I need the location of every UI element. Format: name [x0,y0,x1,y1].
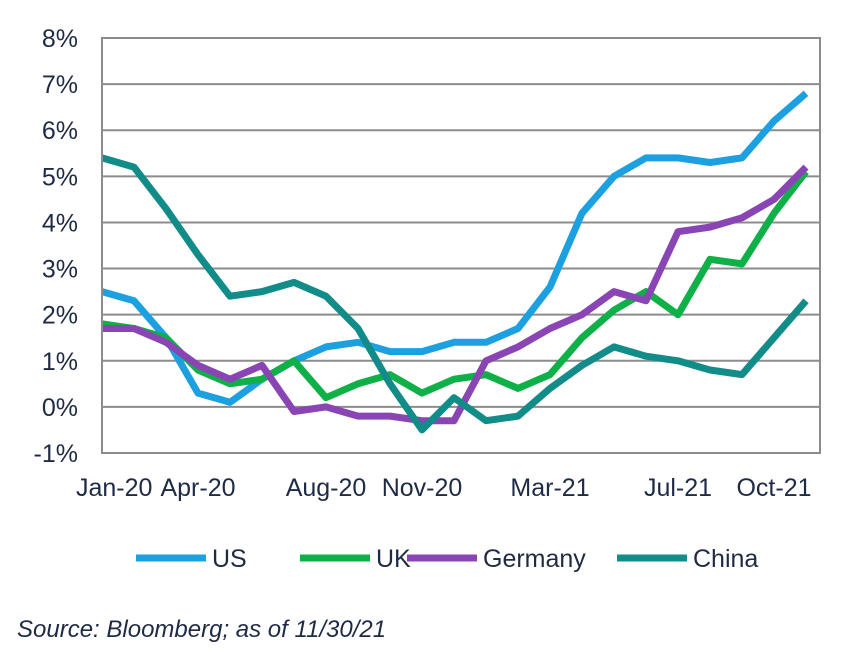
x-tick-label: Oct-21 [736,474,811,502]
y-tick-label: 8% [42,25,78,53]
series-line-us [101,90,809,406]
series-lines [101,90,809,434]
legend-label-germany: Germany [483,545,586,573]
legend: US UK Germany China [136,545,758,573]
y-tick-label: -1% [34,440,78,468]
source-note: Source: Bloomberg; as of 11/30/21 [17,616,387,643]
legend-label-uk: UK [376,545,411,573]
y-tick-label: 5% [42,163,78,191]
grid-lines [102,37,820,454]
series-line-china [101,154,809,434]
y-tick-label: 0% [42,394,78,422]
line-chart: -1% 0% 1% 2% 3% 4% 5% 6% 7% 8% Jan-20 Apr-20 Aug-20… [34,25,821,573]
legend-label-us: US [212,545,247,573]
x-tick-label: Nov-20 [382,474,463,502]
x-tick-label: Apr-20 [160,474,235,502]
y-tick-label: 4% [42,209,78,237]
plot-area-frame [101,37,821,454]
y-tick-label: 6% [42,117,78,145]
x-tick-label: Jul-21 [644,474,712,502]
y-tick-label: 2% [42,302,78,330]
y-axis-tick-labels: -1% 0% 1% 2% 3% 4% 5% 6% 7% 8% [34,25,78,468]
y-tick-label: 7% [42,71,78,99]
y-tick-label: 3% [42,256,78,284]
x-tick-label: Mar-21 [510,474,589,502]
x-axis-tick-labels: Jan-20 Apr-20 Aug-20 Nov-20 Mar-21 Jul-21 Oct-… [76,474,812,502]
legend-label-china: China [693,545,758,573]
x-tick-label: Aug-20 [286,474,367,502]
y-tick-label: 1% [42,348,78,376]
x-tick-label: Jan-20 [76,474,152,502]
